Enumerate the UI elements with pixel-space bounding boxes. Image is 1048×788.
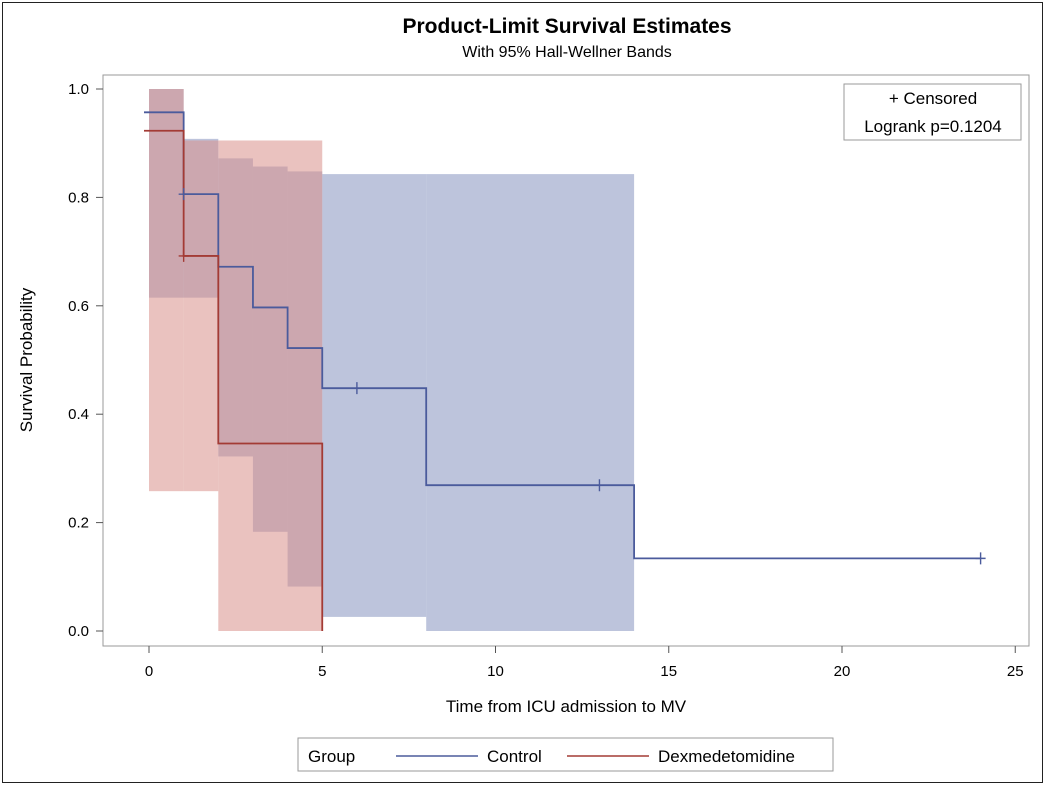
band-control-5: [322, 174, 427, 617]
y-tick-label-0.0: 0.0: [68, 623, 89, 640]
x-tick-label-5: 5: [318, 663, 326, 680]
censor-marks: [178, 188, 986, 565]
legend-title: Group: [308, 747, 355, 766]
y-axis-ticks: 0.0 0.2 0.4 0.6 0.8 1.0: [68, 81, 103, 640]
y-tick-label-0.4: 0.4: [68, 406, 89, 423]
y-tick-label-0.2: 0.2: [68, 515, 89, 532]
x-axis-ticks: 0 5 10 15 20 25: [145, 646, 1024, 680]
band-dexmedetomidine-0: [149, 89, 184, 492]
chart-subtitle: With 95% Hall-Wellner Bands: [462, 44, 672, 61]
y-tick-label-0.6: 0.6: [68, 298, 89, 315]
censor-mark-control-2: [594, 479, 605, 492]
confidence-bands: [149, 89, 635, 632]
x-tick-label-10: 10: [487, 663, 504, 680]
stats-inset: + Censored Logrank p=0.1204: [843, 83, 1022, 141]
stats-inset-box: [843, 83, 1022, 141]
band-control-6: [426, 174, 635, 631]
legend: Group Control Dexmedetomidine: [297, 737, 834, 772]
x-tick-label-15: 15: [660, 663, 677, 680]
y-tick-label-1.0: 1.0: [68, 81, 89, 98]
censored-label: + Censored: [889, 89, 977, 108]
plot-area-border: [102, 74, 1030, 647]
legend-box: [297, 737, 834, 772]
x-tick-label-0: 0: [145, 663, 153, 680]
censor-mark-control-1: [351, 382, 362, 395]
legend-label-dexmedetomidine: Dexmedetomidine: [658, 747, 795, 766]
legend-label-control: Control: [487, 747, 542, 766]
y-tick-label-0.8: 0.8: [68, 189, 89, 206]
censor-mark-dexmedetomidine-0: [178, 249, 189, 262]
x-axis-label: Time from ICU admission to MV: [446, 697, 687, 716]
band-dexmedetomidine-1: [183, 140, 219, 492]
x-tick-label-20: 20: [834, 663, 851, 680]
y-axis-label: Survival Probability: [17, 287, 36, 432]
survival-curves: [144, 111, 981, 631]
x-tick-label-25: 25: [1007, 663, 1024, 680]
curve-dexmedetomidine: [144, 129, 324, 631]
band-dexmedetomidine-2: [218, 140, 323, 632]
censor-mark-control-0: [178, 188, 189, 201]
chart-title: Product-Limit Survival Estimates: [402, 15, 731, 38]
censor-mark-control-3: [975, 552, 986, 565]
logrank-label: Logrank p=0.1204: [864, 117, 1002, 136]
